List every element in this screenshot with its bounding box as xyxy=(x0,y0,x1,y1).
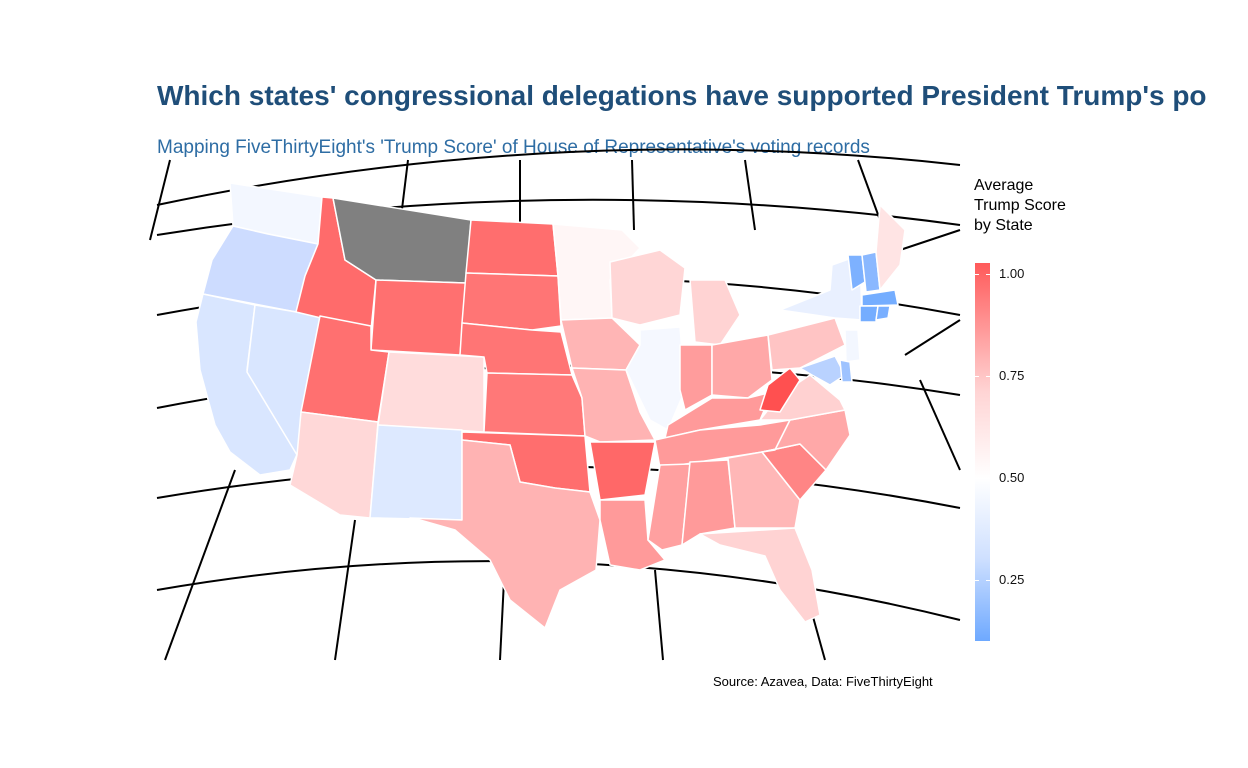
legend-title-line: Trump Score xyxy=(974,197,1066,214)
state-in xyxy=(679,344,713,411)
state-ms xyxy=(647,463,691,551)
legend-tick-label: 1.00 xyxy=(999,266,1025,281)
map-title: Which states' congressional delegations … xyxy=(157,80,1207,111)
state-wy xyxy=(370,279,467,356)
state-co xyxy=(377,351,485,433)
state-il xyxy=(625,326,686,431)
state-me xyxy=(875,204,906,291)
legend-tick-mark xyxy=(975,274,979,275)
legend-tick-mark xyxy=(986,580,990,581)
state-ri xyxy=(875,305,891,321)
state-ga xyxy=(727,451,801,529)
state-ia xyxy=(560,317,641,371)
legend-tick-mark xyxy=(975,376,979,377)
legend-tick-mark xyxy=(975,580,979,581)
legend-tick-mark xyxy=(986,478,990,479)
state-wi xyxy=(609,249,686,326)
state-tx xyxy=(409,439,601,629)
state-fl xyxy=(699,527,821,623)
legend-title: Average Trump Score by State xyxy=(974,176,1066,236)
map-subtitle: Mapping FiveThirtyEight's 'Trump Score' … xyxy=(157,137,870,158)
state-la xyxy=(599,499,666,571)
state-mo xyxy=(571,367,656,443)
legend-tick-label: 0.50 xyxy=(999,470,1025,485)
state-oh xyxy=(711,334,773,399)
state-pa xyxy=(767,317,846,371)
legend-colorbar xyxy=(975,263,990,641)
state-mi xyxy=(689,279,741,346)
legend-tick-mark xyxy=(975,478,979,479)
state-nm xyxy=(369,424,463,521)
state-ma xyxy=(861,289,899,307)
legend-tick-label: 0.75 xyxy=(999,368,1025,383)
legend-title-line: Average xyxy=(974,177,1034,194)
state-sd xyxy=(461,272,562,331)
state-ct xyxy=(859,305,879,323)
legend-tick-label: 0.25 xyxy=(999,572,1025,587)
state-md xyxy=(799,355,846,386)
legend-tick-mark xyxy=(986,376,990,377)
state-de xyxy=(839,359,853,383)
legend-title-line: by State xyxy=(974,217,1033,234)
state-ks xyxy=(483,372,586,437)
state-nd xyxy=(465,219,559,277)
state-nj xyxy=(844,329,861,363)
state-wv xyxy=(759,367,801,413)
state-al xyxy=(681,459,736,546)
state-az xyxy=(289,411,379,519)
source-caption: Source: Azavea, Data: FiveThirtyEight xyxy=(713,674,933,689)
state-ar xyxy=(589,441,656,501)
legend-tick-mark xyxy=(986,274,990,275)
